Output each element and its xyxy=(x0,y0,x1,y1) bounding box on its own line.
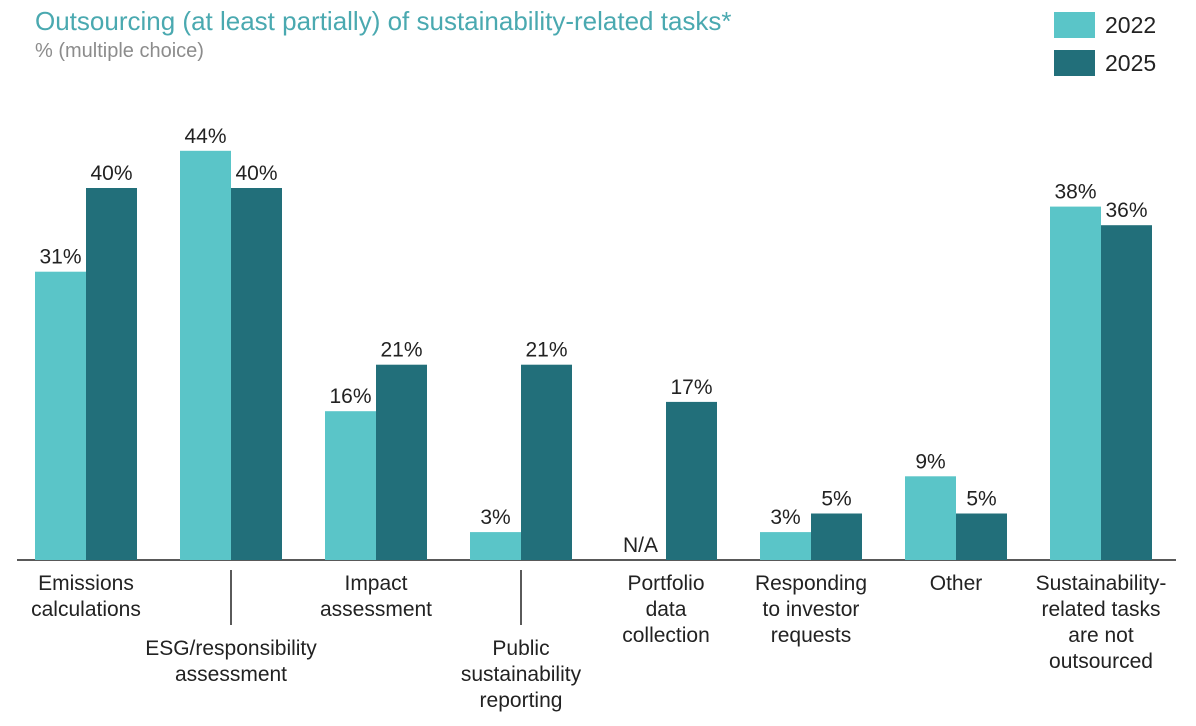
data-label-2022-6: 9% xyxy=(915,450,945,473)
chart-title: Outsourcing (at least partially) of sust… xyxy=(35,6,732,36)
category-label-5-line-2: requests xyxy=(771,624,852,647)
category-label-7-line-3: outsourced xyxy=(1049,650,1153,673)
data-label-2025-4: 17% xyxy=(670,376,712,399)
data-label-2025-5: 5% xyxy=(821,488,851,511)
legend-swatch-2022 xyxy=(1054,12,1095,38)
bar-2025-1 xyxy=(231,188,282,560)
category-label-4-line-2: collection xyxy=(622,624,710,647)
category-label-5-line-0: Responding xyxy=(755,572,867,595)
data-label-2022-5: 3% xyxy=(770,506,800,529)
chart-subtitle: % (multiple choice) xyxy=(35,40,204,62)
legend-label-2025: 2025 xyxy=(1105,49,1157,76)
data-label-2025-0: 40% xyxy=(90,162,132,185)
bar-2022-0 xyxy=(35,271,86,560)
data-label-2025-1: 40% xyxy=(235,162,277,185)
category-label-6-line-0: Other xyxy=(930,572,983,595)
category-label-3-line-0: Public xyxy=(492,637,549,660)
data-label-2022-3: 3% xyxy=(480,506,510,529)
category-label-3-line-1: sustainability xyxy=(461,663,582,686)
legend: 2022 2025 xyxy=(1054,6,1156,82)
category-label-0-line-1: calculations xyxy=(31,598,141,621)
bar-2025-0 xyxy=(86,188,137,560)
bar-2022-7 xyxy=(1050,206,1101,560)
bar-2025-6 xyxy=(956,513,1007,560)
category-label-5-line-1: to investor xyxy=(763,598,860,621)
bar-2022-3 xyxy=(470,532,521,560)
bar-2022-6 xyxy=(905,476,956,560)
data-label-2025-7: 36% xyxy=(1105,199,1147,222)
bar-2022-1 xyxy=(180,150,231,561)
data-label-2022-4: N/A xyxy=(623,534,658,557)
data-label-2022-7: 38% xyxy=(1054,181,1096,204)
bar-2022-2 xyxy=(325,411,376,560)
bar-2022-5 xyxy=(760,532,811,560)
category-label-2-line-0: Impact xyxy=(344,572,407,595)
bar-2025-2 xyxy=(376,364,427,560)
category-label-4-line-1: data xyxy=(646,598,687,621)
category-label-1-line-1: assessment xyxy=(175,663,287,686)
data-label-2025-3: 21% xyxy=(525,339,567,362)
bar-2025-5 xyxy=(811,513,862,560)
category-label-3-line-2: reporting xyxy=(480,689,563,712)
data-label-2025-2: 21% xyxy=(380,339,422,362)
category-label-0-line-0: Emissions xyxy=(38,572,134,595)
bar-2025-4 xyxy=(666,401,717,560)
category-label-1-line-0: ESG/responsibility xyxy=(145,637,317,660)
data-label-2022-2: 16% xyxy=(329,385,371,408)
category-label-7-line-0: Sustainability- xyxy=(1036,572,1167,595)
data-label-2022-1: 44% xyxy=(184,125,226,148)
category-label-4-line-0: Portfolio xyxy=(627,572,704,595)
category-label-2-line-1: assessment xyxy=(320,598,432,621)
bar-2025-7 xyxy=(1101,225,1152,560)
legend-swatch-2025 xyxy=(1054,50,1095,76)
legend-item-2022: 2022 xyxy=(1054,6,1156,44)
category-label-7-line-1: related tasks xyxy=(1041,598,1160,621)
data-label-2022-0: 31% xyxy=(39,246,81,269)
data-label-2025-6: 5% xyxy=(966,488,996,511)
legend-item-2025: 2025 xyxy=(1054,44,1156,82)
bar-2025-3 xyxy=(521,364,572,560)
legend-label-2022: 2022 xyxy=(1105,11,1157,38)
category-label-7-line-2: are not xyxy=(1068,624,1134,647)
